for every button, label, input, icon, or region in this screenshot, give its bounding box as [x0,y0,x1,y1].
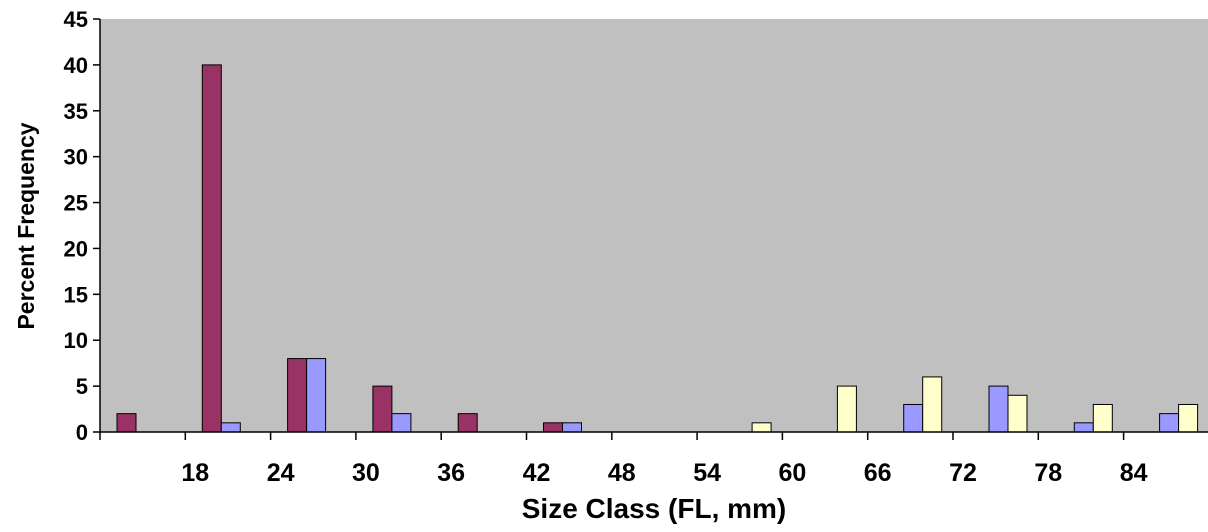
x-tick-label: 18 [181,459,209,487]
x-tick-label: 42 [523,459,551,487]
x-tick-label: 36 [437,459,465,487]
y-tick-label: 15 [64,282,88,307]
y-tick-label: 30 [64,145,88,170]
bar-series1-12 [116,413,137,433]
bar-series1-18 [201,64,222,433]
bar-series2-30 [391,413,412,433]
y-tick-label: 5 [76,374,88,399]
y-tick-label: 10 [64,328,88,353]
bar-series3-84 [1178,403,1199,433]
bar-series1-36 [457,413,478,433]
bar-series3-66 [922,376,943,433]
bar-series1-24 [287,358,308,433]
y-tick-label: 40 [64,53,88,78]
y-tick-label: 0 [76,420,88,445]
bar-series2-84 [1159,413,1180,433]
plot-area [100,19,1208,432]
y-tick-label: 35 [64,99,88,124]
x-tick-label: 30 [352,459,380,487]
x-tick-label: 54 [693,459,721,487]
bar-series3-78 [1092,403,1113,433]
x-axis-title: Size Class (FL, mm) [522,493,787,524]
bar-series1-30 [372,385,393,433]
bar-series3-60 [836,385,857,433]
bar-series2-42 [562,422,582,433]
bar-series3-72 [1007,394,1028,433]
y-axis-title: Percent Frequency [13,122,39,329]
x-tick-label: 78 [1034,459,1062,487]
x-tick-label: 60 [778,459,806,487]
x-tick-label: 48 [608,459,636,487]
x-tick-label: 84 [1120,459,1148,487]
x-tick-label: 66 [864,459,892,487]
bar-series2-78 [1073,422,1094,433]
x-tick-label: 72 [949,459,977,487]
bar-series1-42 [543,422,563,433]
x-ticks: 18 24 30 36 42 48 54 60 66 72 78 84 [99,432,1148,487]
y-tick-label: 45 [64,7,88,32]
y-tick-label: 20 [64,236,88,261]
bar-series2-24 [306,358,327,433]
y-ticks: 0 5 10 15 20 25 30 35 40 45 [64,7,100,445]
bars-layer [116,64,1199,433]
y-tick-label: 25 [64,191,88,216]
bar-series2-18 [220,422,241,433]
bar-series2-72 [988,385,1009,433]
bar-series2-66 [903,403,924,433]
x-tick-label: 24 [267,459,295,487]
bar-series3-54 [751,422,772,433]
